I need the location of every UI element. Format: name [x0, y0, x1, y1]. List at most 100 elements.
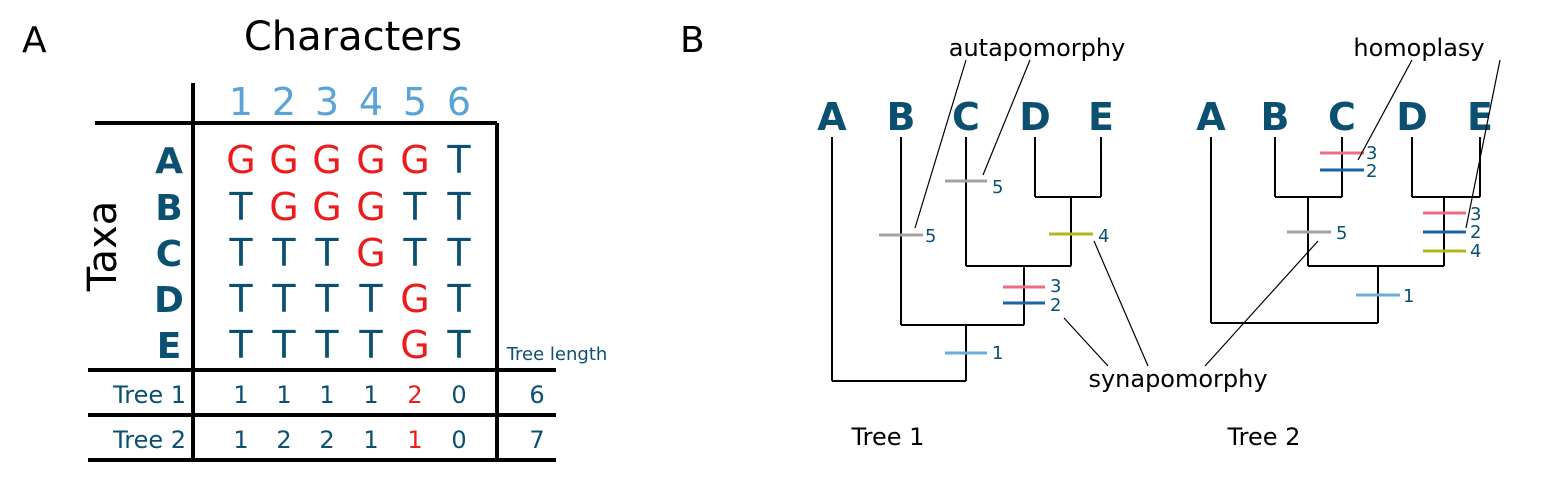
matrix-cell: T	[446, 231, 471, 275]
tick-label: 3	[1366, 143, 1377, 164]
column-headers: 1 2 3 4 5 6	[229, 80, 471, 124]
matrix-cell: T	[228, 231, 253, 275]
tick-label: 3	[1470, 204, 1481, 225]
tree1-taxon-label: C	[952, 95, 980, 139]
matrix-cell: T	[446, 138, 471, 182]
tree1-length-value: 6	[529, 381, 544, 409]
matrix-cell: T	[228, 277, 253, 321]
matrix-cell: T	[446, 277, 471, 321]
step-count-cell: 2	[407, 381, 422, 409]
tree1-branches	[831, 137, 1102, 382]
matrix-cell: T	[228, 185, 253, 229]
tick-label: 5	[992, 177, 1003, 198]
step-count-cell: 2	[319, 426, 334, 454]
column-header: 3	[315, 80, 339, 124]
matrix-cell: T	[271, 323, 296, 367]
taxon-label: D	[154, 280, 184, 321]
matrix-cell: G	[356, 138, 385, 182]
tree1-ticks	[879, 179, 1093, 355]
column-header: 4	[359, 80, 383, 124]
tick-label: 1	[992, 343, 1003, 364]
tree1-taxa: A B C D E	[817, 95, 1114, 139]
tree1-taxon-label: A	[817, 95, 847, 139]
tree1-row-label: Tree 1	[112, 381, 186, 409]
column-header: 1	[229, 80, 253, 124]
matrix-cell: G	[269, 138, 298, 182]
tick-label: 2	[1470, 222, 1481, 243]
tree2-taxon-label: C	[1328, 95, 1356, 139]
matrix-cell: G	[400, 277, 429, 321]
leader-line	[1093, 240, 1149, 367]
tree2-ticks	[1287, 151, 1466, 297]
panel-b-label: B	[680, 20, 705, 61]
taxon-label: B	[155, 188, 182, 229]
tree1-tick-labels: 5 5 4 3 2 1	[925, 177, 1109, 364]
step-count-cell: 2	[276, 426, 291, 454]
step-count-cell: 1	[319, 381, 334, 409]
panel-b: B A B C D E	[680, 20, 1501, 451]
homoplasy-label: homoplasy	[1353, 34, 1484, 62]
tree2-caption: Tree 2	[1227, 423, 1301, 451]
step-count-cell: 0	[451, 426, 466, 454]
characters-title: Characters	[244, 14, 462, 60]
tick-label: 5	[925, 226, 936, 247]
panel-a: A Characters Taxa 1 2 3 4 5 6 A B C D E	[22, 14, 607, 462]
matrix-cell: T	[271, 231, 296, 275]
matrix-cell: G	[312, 185, 341, 229]
column-header: 5	[403, 80, 427, 124]
matrix-cell: T	[314, 277, 339, 321]
tree2-taxon-label: A	[1196, 95, 1226, 139]
matrix-cell: G	[400, 138, 429, 182]
tick-label: 3	[1050, 276, 1061, 297]
column-header: 6	[447, 80, 471, 124]
leader-line	[1357, 59, 1413, 161]
tree2-taxon-label: E	[1467, 95, 1493, 139]
tree1-caption: Tree 1	[851, 423, 925, 451]
matrix-cell: G	[356, 185, 385, 229]
leader-line	[1204, 240, 1319, 367]
tree1-taxon-label: B	[887, 95, 916, 139]
panel-a-label: A	[22, 20, 47, 61]
leader-line	[1063, 317, 1109, 367]
leader-line	[914, 59, 967, 229]
synapomorphy-label: synapomorphy	[1088, 365, 1267, 393]
tick-label: 5	[1336, 223, 1347, 244]
taxon-label: A	[155, 141, 183, 182]
autapomorphy-label: autapomorphy	[949, 34, 1126, 62]
tree2-taxa: A B C D E	[1196, 95, 1493, 139]
annotation-leaders	[914, 59, 1501, 367]
tree-step-counts: 1 1 1 1 2 01 2 2 1 1 0	[233, 381, 466, 454]
character-matrix: G G G G G TT G G G T TT T T G T TT T T T G TT T T T G T	[226, 138, 471, 367]
matrix-cell: T	[402, 185, 427, 229]
matrix-cell: G	[269, 185, 298, 229]
tick-label: 1	[1403, 286, 1414, 307]
tick-label: 2	[1366, 161, 1377, 182]
step-count-cell: 1	[363, 381, 378, 409]
matrix-cell: T	[358, 323, 383, 367]
matrix-cell: T	[228, 323, 253, 367]
tick-label: 4	[1470, 241, 1481, 262]
leader-line	[982, 59, 1031, 176]
taxon-label: C	[156, 234, 182, 275]
matrix-cell: G	[312, 138, 341, 182]
matrix-cell: G	[356, 231, 385, 275]
tree-length-header: Tree length	[506, 344, 608, 365]
tree2-row-label: Tree 2	[112, 426, 186, 454]
step-count-cell: 0	[451, 381, 466, 409]
tree1-taxon-label: E	[1088, 95, 1114, 139]
tick-label: 4	[1098, 226, 1109, 247]
step-count-cell: 1	[233, 381, 248, 409]
step-count-cell: 1	[276, 381, 291, 409]
matrix-cell: G	[226, 138, 255, 182]
matrix-cell: T	[271, 277, 296, 321]
taxon-label: E	[157, 326, 182, 367]
matrix-cell: T	[358, 277, 383, 321]
taxon-labels: A B C D E	[154, 141, 184, 367]
tree1-taxon-label: D	[1019, 95, 1051, 139]
tree2-branches	[1210, 137, 1481, 324]
tree2-taxon-label: D	[1396, 95, 1428, 139]
matrix-cell: G	[400, 323, 429, 367]
table-grid	[88, 83, 556, 462]
taxa-row-header: Taxa	[80, 201, 126, 293]
